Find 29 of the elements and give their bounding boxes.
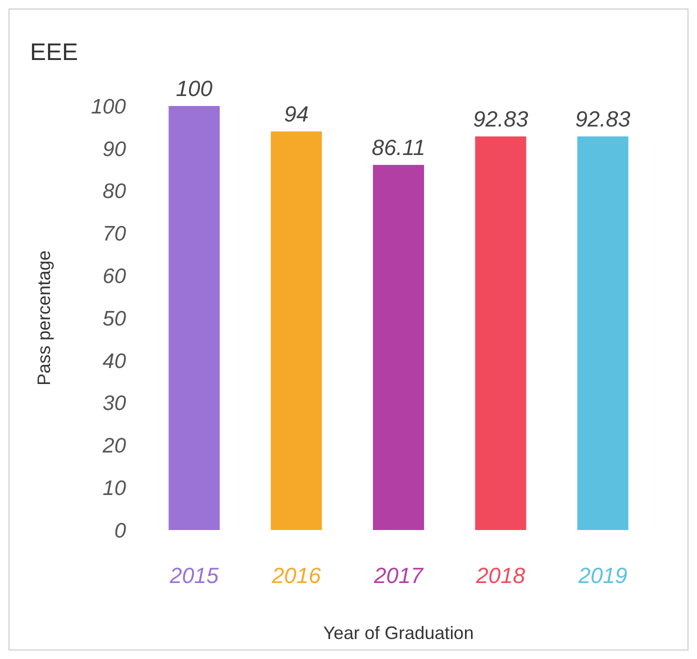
y-tick-label: 50 xyxy=(102,307,126,330)
y-tick-label: 100 xyxy=(90,95,126,118)
data-label: 86.11 xyxy=(372,134,426,160)
y-tick-label: 20 xyxy=(102,434,126,458)
x-tick-label: 2019 xyxy=(577,563,628,588)
x-axis-title: Year of Graduation xyxy=(323,623,474,643)
chart-title: EEE xyxy=(30,39,78,66)
bar xyxy=(475,136,526,530)
y-axis-title: Pass percentage xyxy=(34,250,54,386)
y-tick-label: 90 xyxy=(102,138,126,161)
x-tick-label: 2018 xyxy=(475,563,526,588)
x-tick-label: 2016 xyxy=(270,563,322,588)
bar xyxy=(577,136,628,530)
y-tick-label: 70 xyxy=(102,222,126,246)
y-tick-label: 0 xyxy=(114,519,126,542)
bar xyxy=(168,106,220,530)
bar xyxy=(270,131,322,530)
data-label: 94 xyxy=(284,101,309,126)
y-tick-label: 10 xyxy=(102,476,126,500)
y-tick-label: 80 xyxy=(102,180,126,204)
y-tick-label: 30 xyxy=(102,392,126,416)
y-tick-label: 40 xyxy=(102,350,126,373)
x-tick-label: 2015 xyxy=(168,563,220,588)
bar xyxy=(372,164,424,530)
x-tick-label: 2017 xyxy=(373,563,424,588)
data-label: 100 xyxy=(176,76,214,101)
y-tick-label: 60 xyxy=(102,264,126,288)
data-label: 92.83 xyxy=(473,106,529,132)
data-label: 92.83 xyxy=(575,106,632,132)
